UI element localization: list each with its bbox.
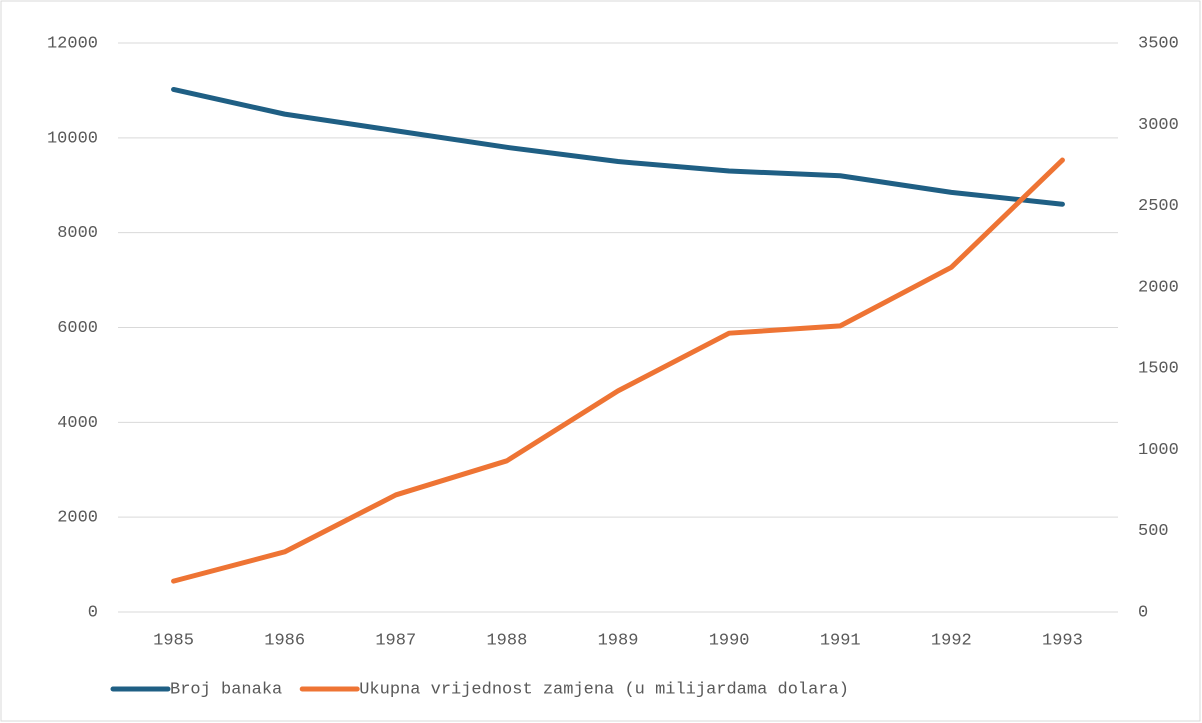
y-tick-label: 4000 — [57, 414, 98, 433]
y-tick-label: 6000 — [57, 319, 98, 338]
y-tick-label: 2000 — [57, 509, 98, 528]
legend-label: Ukupna vrijednost zamjena (u milijardama… — [359, 680, 849, 699]
x-tick-label: 1991 — [820, 631, 861, 650]
y-tick-label: 8000 — [57, 224, 98, 243]
x-tick-label: 1990 — [709, 631, 750, 650]
x-tick-label: 1993 — [1042, 631, 1083, 650]
y2-tick-label: 3500 — [1138, 34, 1179, 53]
y2-tick-label: 3000 — [1138, 116, 1179, 135]
y2-tick-label: 1500 — [1138, 360, 1179, 379]
x-tick-label: 1985 — [153, 631, 194, 650]
y-tick-label: 0 — [88, 603, 98, 622]
y2-tick-label: 2500 — [1138, 197, 1179, 216]
legend-label: Broj banaka — [170, 680, 282, 699]
y2-tick-label: 1000 — [1138, 441, 1179, 460]
x-tick-label: 1989 — [598, 631, 639, 650]
y2-tick-label: 500 — [1138, 522, 1169, 541]
x-tick-label: 1987 — [375, 631, 416, 650]
y2-tick-label: 0 — [1138, 603, 1148, 622]
x-tick-label: 1992 — [931, 631, 972, 650]
y-tick-label: 12000 — [47, 34, 98, 53]
series-line — [171, 86, 1065, 207]
x-tick-label: 1986 — [264, 631, 305, 650]
y2-tick-label: 2000 — [1138, 278, 1179, 297]
x-tick-label: 1988 — [486, 631, 527, 650]
series-line — [171, 157, 1065, 584]
y-tick-label: 10000 — [47, 129, 98, 148]
